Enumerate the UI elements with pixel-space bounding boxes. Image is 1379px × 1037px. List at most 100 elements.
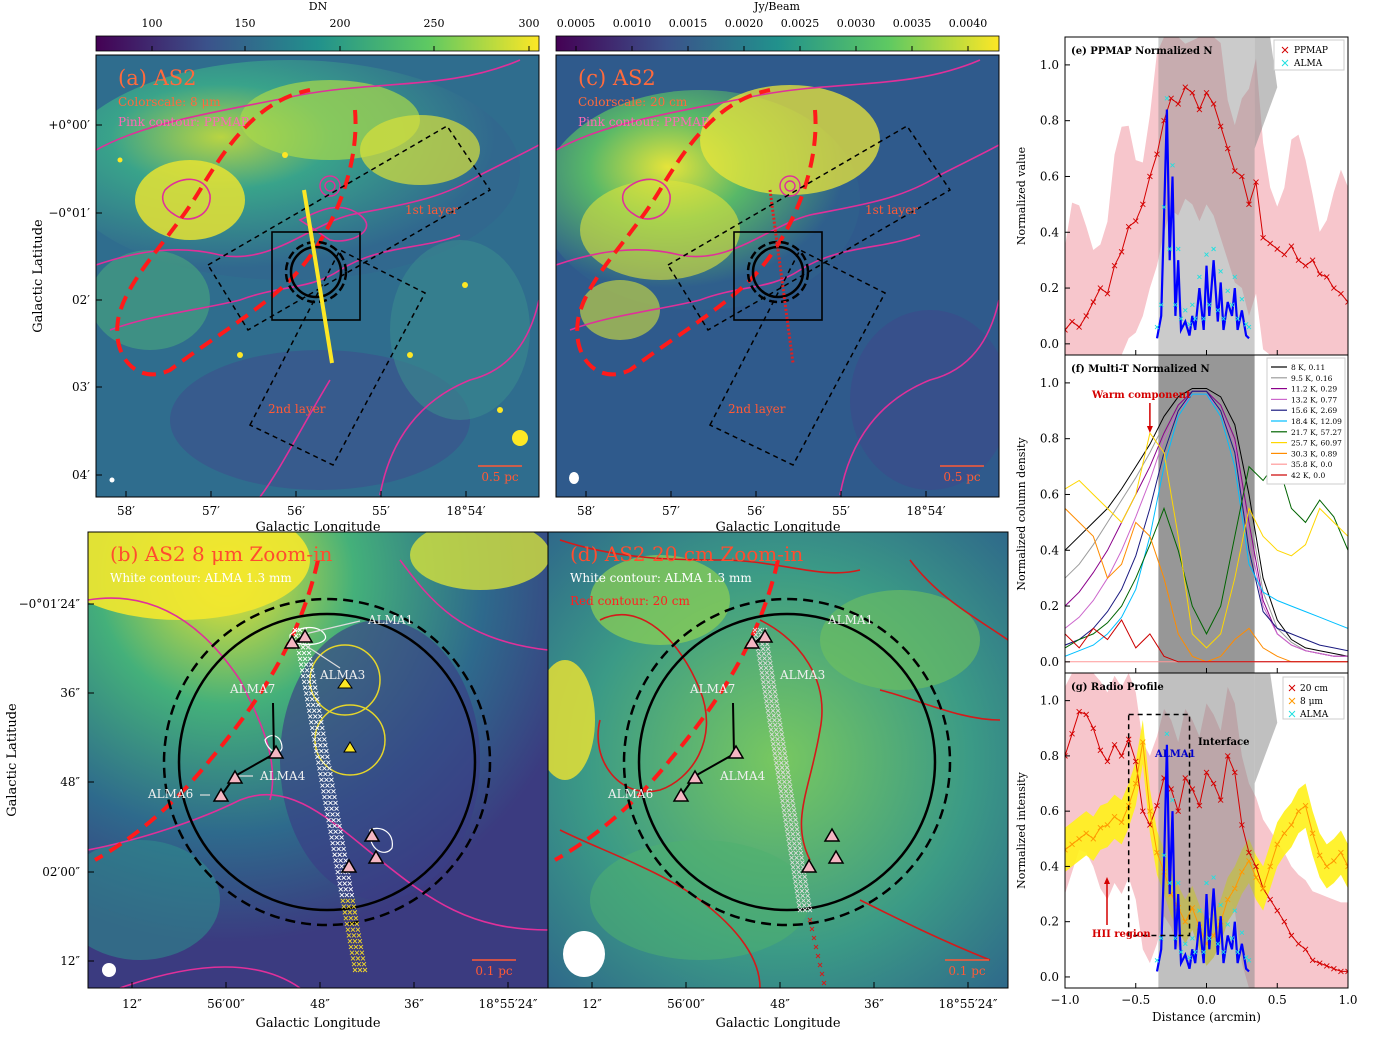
- profile-sample-mark: [787, 845, 793, 851]
- profile-sample-mark: [312, 714, 318, 719]
- data-point: [1331, 285, 1337, 291]
- annotation-arrowhead: [1104, 877, 1110, 884]
- data-point: [1132, 218, 1139, 224]
- panel-d-map: ALMA1 ALMA3 ALMA7 ALMA4 ALMA6 0.1 pc (d)…: [547, 531, 1009, 989]
- profile-sample-mark: [795, 893, 801, 899]
- profile-sample-mark: [352, 938, 358, 944]
- data-point: [1076, 324, 1082, 330]
- profile-sample-mark: [785, 831, 791, 837]
- top-xtick-label: 18°54′: [446, 504, 486, 518]
- profile-sample-mark: [783, 755, 788, 761]
- profile-sample-mark: [789, 793, 795, 799]
- profile-sample-mark: [341, 846, 346, 852]
- profile-sample-mark: [764, 670, 770, 676]
- data-point: [1331, 858, 1337, 864]
- profile-sample-mark: [778, 789, 784, 794]
- profile-sample-mark: [787, 812, 793, 818]
- legend-label: 30.3 K, 0.89: [1291, 449, 1337, 458]
- data-point: [1221, 949, 1226, 955]
- data-point: [1190, 302, 1195, 308]
- legend-label: 9.5 K, 0.16: [1291, 374, 1333, 383]
- legend-label: 35.8 K, 0.0: [1291, 460, 1333, 469]
- data-point: [1111, 742, 1118, 748]
- profile-sample-mark: [346, 904, 352, 909]
- profile-sample-mark: [300, 673, 306, 679]
- data-point: [1225, 288, 1231, 294]
- profile-sample-mark: [781, 746, 787, 751]
- profile-sample-mark: [321, 789, 326, 794]
- profile-sample-mark: [355, 927, 361, 932]
- data-point: [1065, 753, 1068, 759]
- profile-sample-mark: [778, 727, 784, 732]
- data-point: [1338, 968, 1344, 975]
- profile-sample-mark: [789, 827, 795, 832]
- data-point: [1218, 268, 1223, 274]
- shaded-region: [1158, 355, 1255, 673]
- profile-sample-mark: [299, 668, 305, 673]
- data-point: [1232, 274, 1238, 280]
- profile-sample-mark: [801, 902, 807, 908]
- profile-sample-mark: [314, 725, 320, 731]
- profile-sample-mark: [362, 967, 368, 973]
- data-point: [1302, 802, 1309, 809]
- profile-sample-mark: [341, 904, 347, 909]
- plot-area: [1065, 673, 1348, 988]
- profile-sample-mark: [788, 850, 794, 856]
- colorbar-c-tick-label: 0.0035: [893, 17, 932, 30]
- data-point: [1175, 880, 1181, 886]
- profile-sample-mark: [797, 907, 803, 913]
- data-point: [1253, 863, 1259, 870]
- profile-sample-mark: [349, 950, 355, 956]
- data-point: [1267, 863, 1273, 870]
- profile-sample-mark: [753, 632, 759, 638]
- panel-a-scalebar: 0.5 pc: [481, 470, 519, 484]
- profile-sample-mark: [315, 702, 321, 708]
- bottom-ytick-label: 12″: [60, 954, 80, 968]
- bottom-xtick-label: 56′00″: [207, 997, 245, 1011]
- profile-sample-mark: [332, 794, 337, 800]
- profile-sample-mark: [343, 915, 349, 921]
- top-xtick-label: 58′: [117, 504, 135, 518]
- data-point: [1288, 932, 1295, 939]
- profile-sample-mark: [306, 679, 312, 685]
- profile-sample-mark: [320, 783, 325, 788]
- profile-sample-mark: [350, 927, 356, 932]
- top-xtick-label: 55′: [832, 504, 850, 518]
- profile-sample-mark: [312, 737, 317, 742]
- profile-sample-mark: [310, 673, 316, 679]
- legend-label: 15.6 K, 2.69: [1291, 406, 1337, 415]
- panel-d-src-label: ALMA4: [719, 769, 766, 783]
- data-point: [1167, 880, 1173, 886]
- profile-sample-mark: [337, 823, 342, 829]
- profile-sample-mark: [784, 793, 790, 799]
- profile-sample-mark: [785, 770, 791, 775]
- ytick-label: 1.0: [1040, 58, 1059, 72]
- profile-sample-mark: [767, 689, 773, 695]
- series-line: [1065, 431, 1348, 649]
- data-point: [1201, 949, 1206, 955]
- data-point: [1090, 299, 1097, 305]
- profile-sample-mark: [773, 727, 779, 732]
- plot-ylabel: Normalized intensity: [1015, 771, 1028, 889]
- profile-sample-mark: [780, 798, 785, 804]
- data-point: [1065, 327, 1068, 333]
- data-point: [1161, 853, 1167, 858]
- profile-sample-mark: [765, 646, 771, 652]
- data-point: [1192, 949, 1198, 955]
- xtick-label: −1.0: [1050, 993, 1079, 1007]
- profile-sample-mark: [334, 806, 339, 811]
- data-point: [1253, 874, 1259, 881]
- profile-sample-mark: [360, 956, 366, 961]
- top-xtick-label: 57′: [202, 504, 220, 518]
- plot-area: [1065, 355, 1348, 673]
- profile-sample-mark: [817, 962, 823, 968]
- profile-sample-mark: [324, 748, 329, 754]
- data-point: [1224, 896, 1231, 903]
- profile-sample-mark: [775, 708, 781, 713]
- profile-sample-mark: [344, 921, 350, 927]
- profile-sample-mark: [791, 869, 797, 875]
- profile-sample-mark: [349, 892, 355, 898]
- bottom-ytick-label: −0°01′24″: [19, 597, 81, 611]
- data-point: [1118, 248, 1125, 255]
- data-point: [1154, 151, 1160, 157]
